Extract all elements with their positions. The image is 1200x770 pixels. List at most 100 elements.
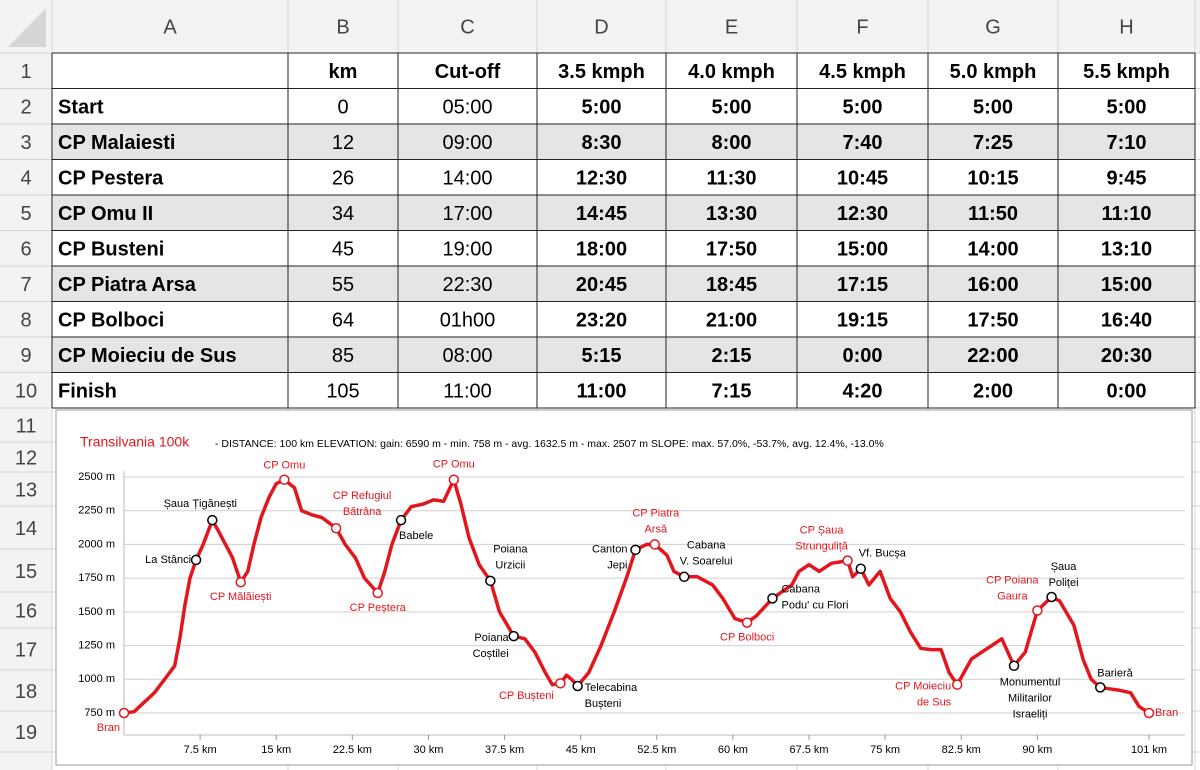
table-cell[interactable]: 34 bbox=[332, 203, 354, 225]
table-cell[interactable]: 2:00 bbox=[973, 381, 1013, 403]
row-header[interactable]: 11 bbox=[16, 415, 37, 437]
table-header-cell[interactable]: 4.0 kmph bbox=[688, 61, 775, 83]
row-header[interactable]: 5 bbox=[20, 203, 31, 225]
table-cell[interactable]: 5:15 bbox=[581, 345, 621, 367]
table-cell[interactable]: 10:45 bbox=[837, 168, 888, 190]
table-cell[interactable]: 7:15 bbox=[711, 381, 751, 403]
table-cell[interactable]: 18:45 bbox=[706, 274, 757, 296]
table-cell[interactable]: 0 bbox=[337, 97, 348, 119]
row-header[interactable]: 17 bbox=[15, 639, 37, 661]
row-header[interactable]: 9 bbox=[20, 345, 31, 367]
column-header[interactable]: C bbox=[460, 16, 474, 38]
table-cell[interactable]: 0:00 bbox=[842, 345, 882, 367]
table-cell[interactable]: 11:30 bbox=[706, 168, 756, 190]
table-cell[interactable]: 12:30 bbox=[837, 203, 888, 225]
table-cell[interactable]: 16:40 bbox=[1101, 310, 1152, 332]
table-cell[interactable]: 17:50 bbox=[706, 239, 757, 261]
table-cell[interactable]: 0:00 bbox=[1106, 381, 1146, 403]
table-cell[interactable]: 09:00 bbox=[442, 132, 492, 154]
table-cell[interactable]: 4:20 bbox=[842, 381, 882, 403]
row-header[interactable]: 6 bbox=[20, 239, 31, 261]
table-cell[interactable]: 11:50 bbox=[968, 203, 1018, 225]
table-cell[interactable]: 21:00 bbox=[706, 310, 757, 332]
table-header-cell[interactable]: 5.5 kmph bbox=[1083, 61, 1170, 83]
row-header[interactable]: 14 bbox=[15, 518, 37, 540]
table-cell[interactable]: 17:15 bbox=[837, 274, 888, 296]
table-cell[interactable]: 2:15 bbox=[711, 345, 751, 367]
table-cell[interactable]: 5:00 bbox=[581, 97, 621, 119]
table-cell[interactable]: Finish bbox=[58, 381, 117, 403]
table-cell[interactable]: 05:00 bbox=[442, 97, 492, 119]
table-cell[interactable]: 11:00 bbox=[443, 381, 492, 403]
table-cell[interactable]: 55 bbox=[332, 274, 354, 296]
table-cell[interactable]: CP Piatra Arsa bbox=[58, 274, 197, 296]
column-header[interactable]: B bbox=[336, 16, 349, 38]
table-header-cell[interactable]: 5.0 kmph bbox=[950, 61, 1037, 83]
table-header-cell[interactable]: 4.5 kmph bbox=[819, 61, 906, 83]
row-header[interactable]: 7 bbox=[20, 274, 31, 296]
table-cell[interactable]: 105 bbox=[326, 381, 359, 403]
row-header[interactable]: 19 bbox=[15, 722, 37, 744]
table-cell[interactable]: 12:30 bbox=[576, 168, 627, 190]
table-cell[interactable]: CP Busteni bbox=[58, 239, 164, 261]
table-cell[interactable]: 8:30 bbox=[581, 132, 621, 154]
row-header[interactable]: 10 bbox=[15, 381, 37, 403]
table-header-cell[interactable]: km bbox=[329, 61, 358, 83]
table-cell[interactable]: 15:00 bbox=[1101, 274, 1152, 296]
table-cell[interactable]: 14:00 bbox=[967, 239, 1018, 261]
column-header[interactable]: E bbox=[725, 16, 738, 38]
row-header[interactable]: 12 bbox=[15, 447, 37, 469]
table-cell[interactable]: 17:50 bbox=[967, 310, 1018, 332]
table-cell[interactable]: Start bbox=[58, 97, 104, 119]
table-cell[interactable]: 8:00 bbox=[711, 132, 751, 154]
table-cell[interactable]: 5:00 bbox=[842, 97, 882, 119]
row-header[interactable]: 16 bbox=[15, 600, 37, 622]
row-header[interactable]: 8 bbox=[20, 310, 31, 332]
column-header[interactable]: F bbox=[856, 16, 868, 38]
table-cell[interactable]: 11:10 bbox=[1101, 203, 1151, 225]
table-cell[interactable]: 11:00 bbox=[576, 381, 626, 403]
table-cell[interactable]: 15:00 bbox=[837, 239, 888, 261]
table-cell[interactable]: 7:10 bbox=[1106, 132, 1146, 154]
table-cell[interactable]: 5:00 bbox=[973, 97, 1013, 119]
table-cell[interactable]: 23:20 bbox=[576, 310, 627, 332]
table-cell[interactable]: 5:00 bbox=[711, 97, 751, 119]
table-cell[interactable]: 22:00 bbox=[967, 345, 1018, 367]
table-cell[interactable]: 64 bbox=[332, 310, 354, 332]
table-cell[interactable]: 18:00 bbox=[576, 239, 627, 261]
table-cell[interactable]: 16:00 bbox=[967, 274, 1018, 296]
table-cell[interactable]: CP Bolboci bbox=[58, 310, 164, 332]
column-header[interactable]: H bbox=[1119, 16, 1133, 38]
table-cell[interactable]: 7:40 bbox=[842, 132, 882, 154]
table-cell[interactable]: 08:00 bbox=[442, 345, 492, 367]
table-cell[interactable]: CP Pestera bbox=[58, 168, 164, 190]
table-cell[interactable]: 20:45 bbox=[576, 274, 627, 296]
table-header-cell[interactable]: Cut-off bbox=[435, 61, 501, 83]
table-cell[interactable]: 14:45 bbox=[576, 203, 627, 225]
table-cell[interactable]: 9:45 bbox=[1106, 168, 1146, 190]
table-cell[interactable]: 13:30 bbox=[706, 203, 757, 225]
table-cell[interactable]: 14:00 bbox=[442, 168, 492, 190]
row-header[interactable]: 15 bbox=[15, 561, 37, 583]
table-cell[interactable]: 7:25 bbox=[973, 132, 1013, 154]
table-cell[interactable]: 13:10 bbox=[1101, 239, 1152, 261]
column-header[interactable]: G bbox=[985, 16, 1001, 38]
select-all-corner[interactable] bbox=[8, 8, 46, 47]
table-header-cell[interactable]: 3.5 kmph bbox=[558, 61, 645, 83]
table-cell[interactable]: CP Malaiesti bbox=[58, 132, 175, 154]
table-cell[interactable]: 10:15 bbox=[967, 168, 1018, 190]
row-header[interactable]: 4 bbox=[20, 168, 31, 190]
table-cell[interactable]: 01h00 bbox=[440, 310, 496, 332]
table-cell[interactable]: 19:15 bbox=[837, 310, 888, 332]
row-header[interactable]: 2 bbox=[20, 97, 31, 119]
table-cell[interactable]: 12 bbox=[332, 132, 354, 154]
table-cell[interactable]: CP Moieciu de Sus bbox=[58, 345, 237, 367]
column-header[interactable]: D bbox=[594, 16, 608, 38]
row-header[interactable]: 1 bbox=[20, 61, 31, 83]
table-cell[interactable]: 20:30 bbox=[1101, 345, 1152, 367]
column-header[interactable]: A bbox=[163, 16, 177, 38]
row-header[interactable]: 13 bbox=[15, 479, 37, 501]
table-cell[interactable]: 26 bbox=[332, 168, 354, 190]
row-header[interactable]: 3 bbox=[20, 132, 31, 154]
table-cell[interactable]: 22:30 bbox=[442, 274, 492, 296]
